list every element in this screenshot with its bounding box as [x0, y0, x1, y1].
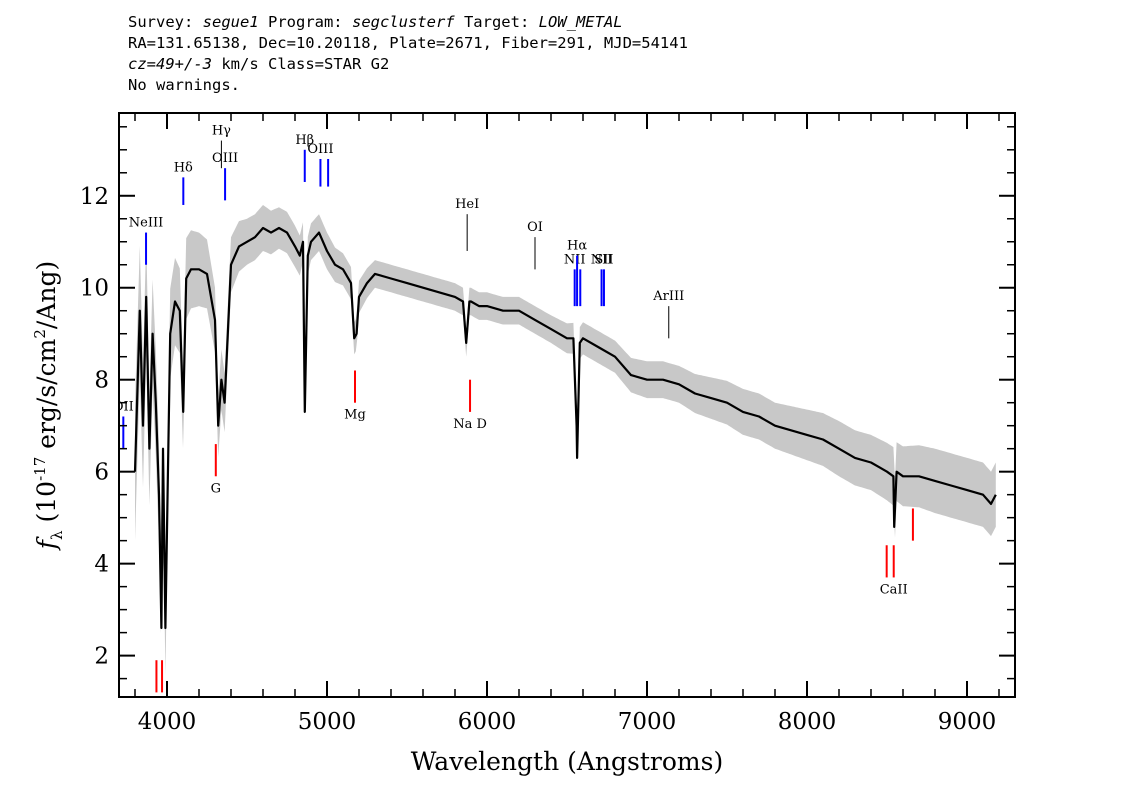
- emission-line-label: ArIII: [652, 289, 684, 304]
- header-line-1: Survey: segue1 Program: segclusterf Targ…: [128, 12, 688, 33]
- emission-line-label: SII: [594, 252, 613, 267]
- y-tick-label: 2: [94, 644, 109, 670]
- flux-layer: [133, 226, 997, 630]
- survey-label: Survey:: [128, 13, 203, 31]
- emission-line-label: OI: [527, 220, 543, 235]
- x-tick-label: 7000: [618, 709, 677, 735]
- absorption-line-label: G: [211, 481, 221, 496]
- emission-line-label: NII: [564, 252, 586, 267]
- emission-line-label: NeIII: [129, 216, 163, 231]
- y-tick-label: 8: [94, 368, 109, 394]
- x-tick-label: 4000: [138, 709, 197, 735]
- emission-line-label: Hβ: [295, 133, 314, 148]
- plot-frame: [118, 112, 1016, 698]
- target-label: Target:: [454, 13, 539, 31]
- absorption-line-label: Na D: [453, 417, 487, 432]
- emission-line-label: OIII: [212, 151, 238, 166]
- svg-text:fλ (10-17 erg/s/cm2/Ang): fλ (10-17 erg/s/cm2/Ang): [31, 261, 66, 551]
- spectrum-header: Survey: segue1 Program: segclusterf Targ…: [128, 12, 688, 96]
- y-tick-label: 4: [94, 552, 109, 578]
- error-band: [135, 205, 996, 675]
- error-band-layer: [135, 205, 996, 675]
- emission-line-label: Hα: [567, 239, 587, 254]
- target-value: LOW_METAL: [538, 13, 623, 31]
- header-line-3: cz=49+/-3 km/s Class=STAR G2: [128, 54, 688, 75]
- x-tick-label: 8000: [778, 709, 837, 735]
- absorption-line-label: Mg: [344, 408, 366, 423]
- program-label: Program:: [258, 13, 352, 31]
- x-tick-label: 6000: [458, 709, 517, 735]
- class-text: km/s Class=STAR G2: [212, 55, 390, 73]
- x-axis-title: Wavelength (Angstroms): [411, 747, 723, 776]
- absorption-line-label: CaII: [880, 582, 908, 597]
- redshift-value: cz=49+/-3: [128, 55, 212, 73]
- emission-line-label: OII: [113, 399, 134, 414]
- y-tick-label: 12: [80, 184, 109, 210]
- x-tick-label: 9000: [938, 709, 997, 735]
- x-tick-label: 5000: [298, 709, 357, 735]
- header-line-2: RA=131.65138, Dec=10.20118, Plate=2671, …: [128, 34, 688, 52]
- emission-line-label: Hδ: [174, 160, 193, 175]
- survey-value: segue1: [202, 13, 259, 31]
- emission-line-label: HeI: [455, 197, 479, 212]
- header-line-4: No warnings.: [128, 76, 240, 94]
- y-axis-title: fλ (10-17 erg/s/cm2/Ang): [31, 261, 66, 551]
- program-value: segclusterf: [351, 13, 455, 31]
- axes-layer: 4000 5000 6000 7000 8000 9000 2 4 6 8 10 12: [80, 112, 1016, 735]
- spectral-lines-layer: OIINeIIIHδHγOIIIHβOIIIHeIOINIIHαNIISIIAr…: [113, 124, 914, 693]
- flux-line: [133, 226, 997, 630]
- emission-line-label: NII: [591, 252, 613, 267]
- emission-line-label: OIII: [307, 142, 333, 157]
- y-tick-label: 6: [94, 460, 109, 486]
- y-tick-label: 10: [80, 276, 109, 302]
- emission-line-label: Hγ: [212, 124, 231, 139]
